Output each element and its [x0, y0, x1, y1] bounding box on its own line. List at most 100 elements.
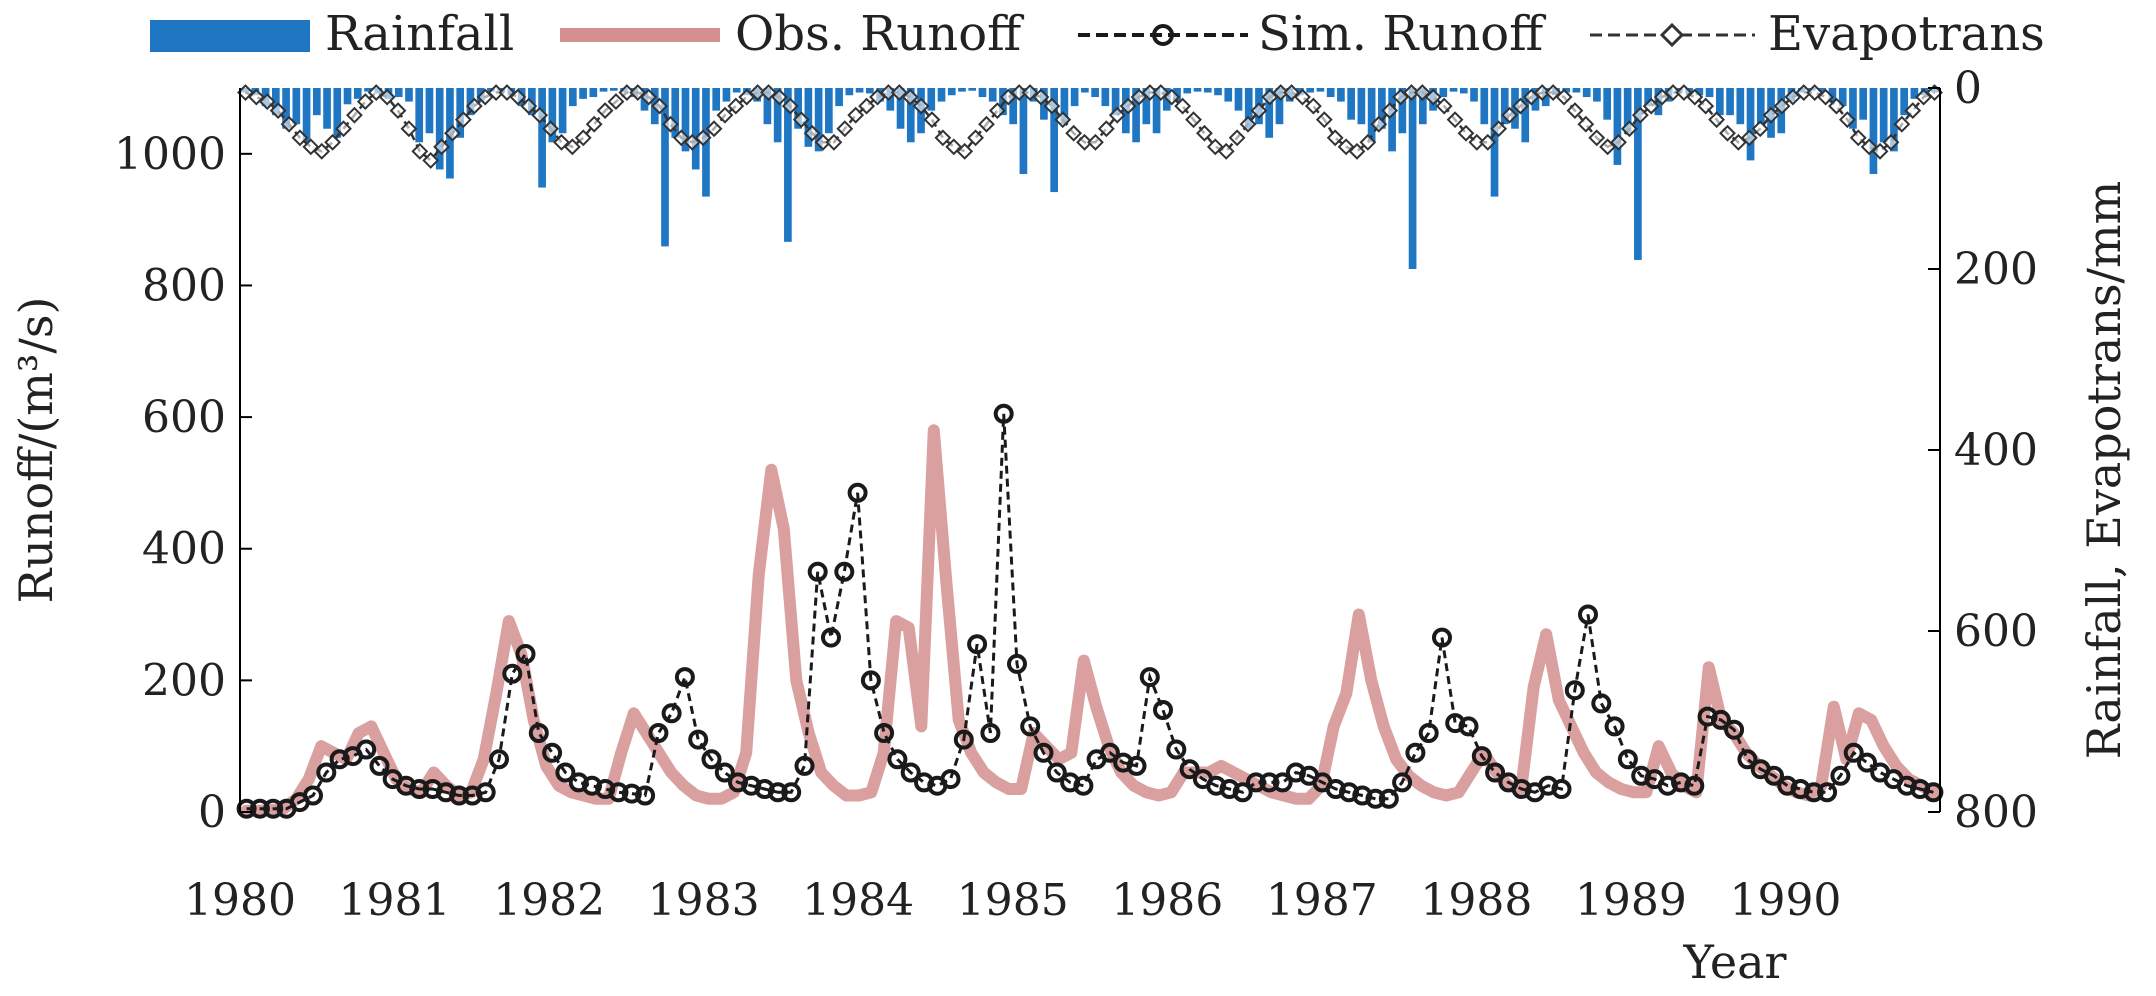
evapotrans-point: [716, 106, 734, 124]
rainfall-bar: [272, 88, 280, 116]
evapotrans-series: [237, 84, 1943, 169]
rainfall-bar: [835, 88, 843, 107]
sim-runoff-point: [980, 723, 1001, 743]
rainfall-bar: [353, 88, 362, 99]
evapotrans-point: [1566, 102, 1584, 120]
sim-runoff-point: [1166, 739, 1187, 760]
evapotrans-point: [1185, 111, 1202, 129]
sim-runoff-point: [1803, 782, 1824, 803]
rainfall-bar: [1439, 88, 1448, 98]
rainfall-bar: [978, 88, 987, 98]
evapotrans-point: [836, 120, 854, 138]
obs-runoff-line: [240, 424, 1940, 817]
evapotrans-line: [244, 91, 1936, 163]
rainfall-bars: [241, 88, 1939, 269]
x-axis-title: Year: [1682, 935, 1786, 989]
evapotrans-point: [498, 84, 516, 101]
rainfall-bar: [1193, 88, 1202, 92]
evapotrans-point: [400, 120, 418, 138]
rainfall-bar: [896, 88, 905, 129]
rainfall-bar: [1050, 88, 1058, 193]
rainfall-bar: [568, 88, 577, 107]
evapotrans-point: [258, 93, 276, 110]
evapotrans-point: [1152, 84, 1170, 101]
evapotrans-point: [1065, 124, 1083, 142]
evapotrans-point: [705, 120, 723, 138]
evapotrans-point: [1751, 120, 1769, 138]
rainfall-bar: [1838, 88, 1847, 107]
rainfall-bar: [394, 88, 403, 98]
sim-runoff-point: [236, 798, 257, 819]
evapotrans-point: [1588, 129, 1606, 147]
rainfall-bar: [1378, 88, 1386, 129]
evapotrans-point: [1904, 102, 1922, 120]
sim-runoff-point: [860, 670, 881, 691]
rainfall-bar: [1337, 88, 1345, 102]
sim-runoff-point: [1007, 653, 1027, 674]
rainfall-bar: [1418, 88, 1427, 125]
evapotrans-point: [1675, 84, 1693, 101]
evapotrans-point: [542, 120, 559, 138]
evapotrans-point: [1163, 88, 1181, 106]
rainfall-bar: [1101, 88, 1110, 107]
evapotrans-point: [760, 84, 777, 101]
evapotrans-point: [771, 88, 788, 106]
evapotrans-point: [858, 97, 876, 115]
evapotrans-point: [531, 106, 549, 124]
rainfall-bar: [1449, 88, 1458, 92]
rainfall-bar: [1849, 88, 1857, 129]
y-right-axis-ticks: 0 200 400 600 800: [1928, 63, 2038, 838]
evapotrans-point: [247, 88, 265, 106]
evapotrans-point: [1817, 88, 1834, 106]
rainfall-bar: [1132, 88, 1140, 143]
y-left-tick-label: 1000: [114, 129, 226, 180]
sim-runoff-point: [1843, 742, 1864, 763]
sim-runoff-point: [714, 762, 735, 783]
evapotrans-point: [912, 97, 930, 115]
x-tick-label: 1990: [1729, 875, 1841, 926]
y-left-tick-label: 600: [142, 392, 226, 443]
sim-runoff-point: [409, 779, 430, 799]
rainfall-bar: [1705, 88, 1714, 98]
evapotrans-point: [901, 88, 919, 106]
sim-runoff-point: [767, 782, 788, 803]
rainfall-bar: [302, 88, 311, 143]
sim-runoff-point: [1684, 775, 1705, 796]
y-left-axis-ticks: 0 200 400 600 800 1000: [114, 129, 252, 838]
rainfall-bar: [1644, 88, 1652, 107]
sim-runoff-point: [1564, 680, 1585, 701]
evapotrans-point: [1621, 120, 1638, 138]
evapotrans-point: [1392, 88, 1409, 106]
sim-runoff-point: [1857, 752, 1877, 773]
evapotrans-point: [1642, 97, 1660, 115]
rainfall-bar: [784, 88, 792, 242]
evapotrans-point: [454, 111, 472, 129]
sim-runoff-point: [1432, 627, 1452, 648]
evapotrans-point: [356, 93, 374, 110]
rainfall-bar: [845, 88, 854, 96]
rainfall-bar: [1009, 88, 1018, 125]
rainfall-bar: [1316, 88, 1325, 92]
rainfall-bar: [1572, 88, 1581, 93]
evapotrans-point: [1708, 111, 1726, 129]
sim-runoff-point: [821, 627, 841, 648]
evapotrans-point: [1087, 133, 1104, 151]
evapotrans-point: [683, 133, 701, 151]
evapotrans-point: [618, 84, 636, 101]
rainfall-bar: [1480, 88, 1489, 125]
evapotrans-point: [1097, 120, 1115, 138]
rainfall-bar: [1306, 88, 1315, 93]
evapotrans-point: [389, 102, 407, 120]
sim-runoff-point: [369, 755, 390, 776]
evapotrans-point: [269, 102, 287, 120]
sim-runoff-point: [1724, 719, 1745, 740]
sim-runoff-point: [1246, 772, 1266, 793]
evapotrans-point: [378, 88, 396, 106]
sim-runoff-point: [688, 729, 709, 750]
legend-evap-label: Evapotrans: [1768, 6, 2045, 62]
rainfall-bar: [906, 88, 915, 143]
sim-runoff-point: [874, 723, 895, 743]
rainfall-bar: [1695, 88, 1704, 96]
rainfall-bar: [1613, 88, 1622, 165]
